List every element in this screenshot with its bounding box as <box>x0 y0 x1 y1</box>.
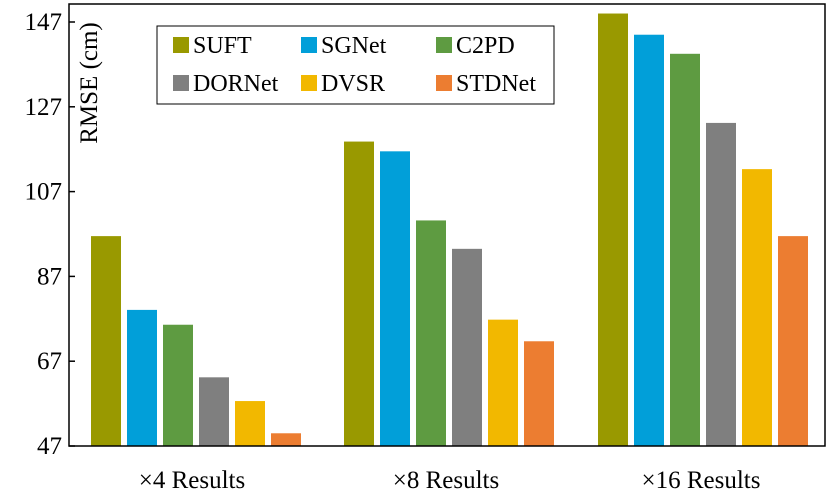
y-tick-label: 107 <box>25 179 63 206</box>
bar-c2pd-2 <box>416 220 446 446</box>
bar-sgnet-1 <box>127 309 157 446</box>
bar-dvsr-3 <box>742 169 772 447</box>
legend-swatch-dornet <box>173 75 189 91</box>
y-tick-label: 67 <box>37 348 62 375</box>
bar-c2pd-1 <box>163 324 193 446</box>
bar-suft-3 <box>598 13 628 447</box>
bar-stdnet-3 <box>778 236 808 446</box>
x-category-label: ×16 Results <box>642 467 761 494</box>
bar-dornet-2 <box>452 248 482 446</box>
bar-suft-2 <box>344 141 374 446</box>
legend-swatch-c2pd <box>436 37 452 53</box>
x-category-label: ×4 Results <box>139 467 245 494</box>
bar-suft-1 <box>91 236 121 446</box>
bar-c2pd-3 <box>670 53 700 447</box>
legend-swatch-dvsr <box>301 75 317 91</box>
y-tick-label: 147 <box>25 9 63 36</box>
bar-stdnet-2 <box>524 341 554 446</box>
x-category-label: ×8 Results <box>393 467 499 494</box>
legend-label-c2pd: C2PD <box>456 33 515 59</box>
legend-swatch-sgnet <box>301 37 317 53</box>
y-tick-label: 127 <box>25 94 63 121</box>
bar-sgnet-3 <box>634 34 664 446</box>
bars-layer <box>91 13 808 447</box>
y-tick-label: 87 <box>37 263 62 290</box>
y-axis-label: RMSE (cm) <box>76 22 103 144</box>
bar-sgnet-2 <box>380 151 410 446</box>
legend-swatch-stdnet <box>436 75 452 91</box>
legend-label-dvsr: DVSR <box>321 71 385 97</box>
legend: SUFT SGNet C2PD DORNet DVSR STDNet <box>156 25 555 105</box>
legend-label-stdnet: STDNet <box>456 71 536 97</box>
axes-layer: 47 67 87 107 127 147 ×4 Results ×8 Results ×16 R… <box>25 3 826 494</box>
y-tick-label: 47 <box>37 433 62 460</box>
legend-label-suft: SUFT <box>193 33 252 59</box>
legend-label-dornet: DORNet <box>193 71 279 97</box>
bar-dornet-1 <box>199 377 229 446</box>
bar-dvsr-1 <box>235 401 265 446</box>
legend-box <box>156 25 555 105</box>
bar-dvsr-2 <box>488 319 518 446</box>
bar-dornet-3 <box>706 122 736 447</box>
legend-swatch-suft <box>173 37 189 53</box>
plot-frame <box>68 3 826 447</box>
bar-stdnet-1 <box>271 433 301 446</box>
legend-label-sgnet: SGNet <box>321 33 387 59</box>
